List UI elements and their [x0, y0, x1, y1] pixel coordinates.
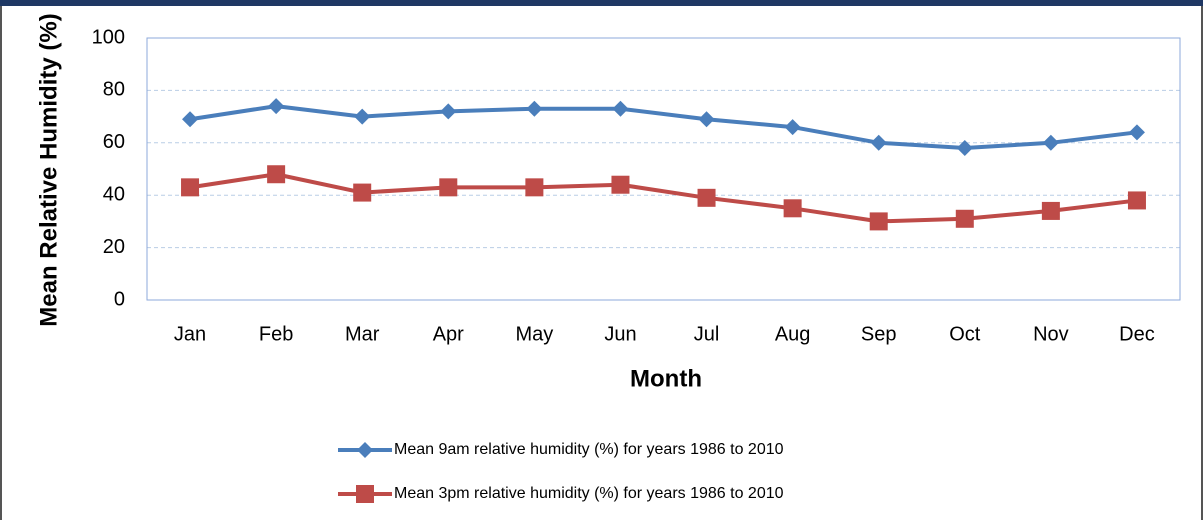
x-tick-label: Jul: [694, 323, 720, 345]
marker: [526, 100, 543, 117]
marker: [784, 119, 801, 136]
x-tick-label: Mar: [345, 323, 380, 345]
x-tick-label: May: [515, 323, 553, 345]
marker: [440, 103, 457, 120]
marker: [354, 108, 371, 125]
marker: [611, 175, 630, 194]
y-tick-label: 60: [103, 131, 125, 153]
marker: [439, 178, 458, 197]
marker: [182, 111, 199, 128]
marker: [955, 209, 974, 228]
x-tick-label: Sep: [861, 323, 897, 345]
marker: [697, 188, 716, 207]
marker: [612, 100, 629, 117]
marker: [783, 199, 802, 218]
series-line: [189, 172, 1138, 224]
marker: [356, 485, 374, 503]
x-axis-label: Month: [630, 365, 702, 392]
x-tick-label: Dec: [1119, 323, 1155, 345]
x-tick-label: Oct: [949, 323, 981, 345]
marker: [869, 212, 888, 231]
x-tick-label: Nov: [1033, 323, 1069, 345]
x-tick-label: Aug: [775, 323, 811, 345]
y-tick-label: 100: [92, 26, 125, 48]
series-line: [189, 104, 1138, 151]
marker: [525, 178, 544, 197]
y-tick-label: 20: [103, 236, 125, 258]
marker: [268, 98, 285, 115]
marker: [353, 183, 372, 202]
plot-border: [146, 37, 1181, 301]
marker: [870, 134, 887, 151]
marker: [698, 111, 715, 128]
y-tick-label: 0: [114, 288, 125, 310]
x-tick-label: Jun: [604, 323, 636, 345]
y-axis-label: Mean Relative Humidity (%): [35, 13, 62, 326]
marker: [1042, 134, 1059, 151]
legend-label: Mean 3pm relative humidity (%) for years…: [394, 485, 784, 502]
marker: [267, 165, 286, 184]
x-tick-label: Jan: [174, 323, 206, 345]
y-tick-label: 40: [103, 183, 125, 205]
x-tick-label: Apr: [433, 323, 464, 345]
top-bar: [0, 0, 1203, 6]
x-tick-label: Feb: [259, 323, 293, 345]
marker: [1128, 124, 1145, 141]
marker: [1127, 191, 1146, 210]
legend-label: Mean 9am relative humidity (%) for years…: [394, 441, 784, 458]
marker: [357, 442, 373, 458]
marker: [1041, 201, 1060, 220]
marker: [956, 140, 973, 157]
marker: [181, 178, 200, 197]
y-tick-label: 80: [103, 79, 125, 101]
